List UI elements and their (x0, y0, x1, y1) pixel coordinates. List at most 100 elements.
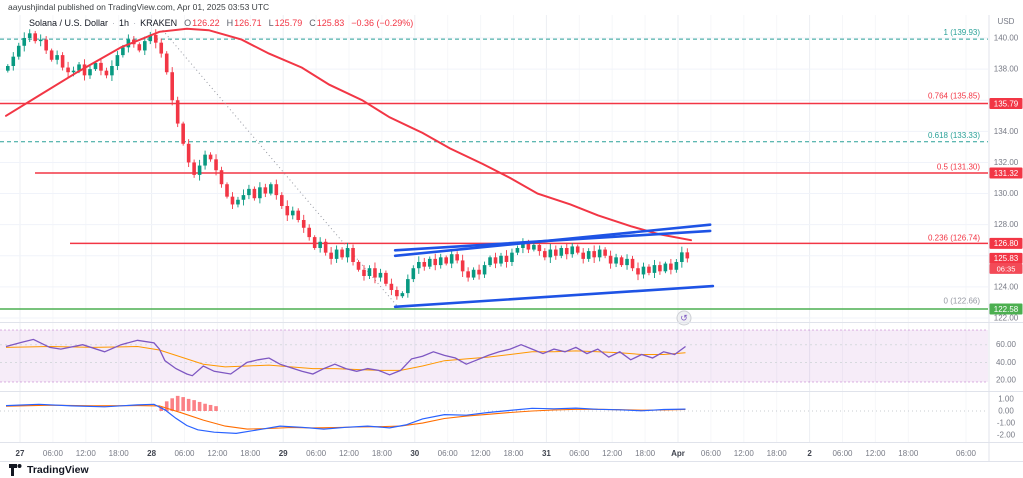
fib-anchor-dotted-line[interactable] (162, 29, 398, 306)
time-tick-label: 06:00 (438, 449, 459, 458)
candle (263, 187, 268, 194)
macd-histogram-bar (208, 404, 213, 411)
macd-histogram-bar (197, 401, 202, 411)
ma-curve-line[interactable] (5, 27, 692, 242)
candle (60, 55, 65, 68)
candle (641, 266, 646, 275)
candle (203, 154, 207, 166)
candle (148, 34, 153, 42)
low-label: L (268, 18, 274, 28)
candle (680, 252, 684, 262)
exchange-label: KRAKEN (140, 18, 178, 28)
price-badge-value: 131.32 (994, 169, 1019, 178)
price-tick-label: 134.00 (994, 127, 1019, 136)
candle (608, 255, 613, 264)
macd-tick-label: -1.00 (997, 419, 1016, 428)
candle (433, 258, 438, 266)
macd-tick-label: 0.00 (998, 407, 1014, 416)
close-value: 125.83 (316, 18, 345, 28)
candle (526, 243, 531, 250)
macd-tick-label: 1.00 (998, 394, 1014, 403)
candle (564, 247, 569, 255)
candle (378, 272, 383, 278)
candle (323, 241, 328, 253)
candle (66, 67, 70, 73)
candle (444, 257, 448, 264)
candle (241, 195, 246, 200)
trend-line[interactable] (393, 284, 715, 309)
candle (219, 170, 224, 185)
candle (143, 41, 147, 51)
time-tick-label: 30 (410, 449, 419, 458)
macd-histogram-bar (175, 395, 180, 411)
price-tick-label: 132.00 (994, 158, 1019, 167)
candle (334, 249, 339, 259)
candle (603, 249, 607, 256)
candle (597, 249, 602, 258)
candle (340, 249, 344, 258)
drawing-anchor-icon[interactable] (676, 310, 692, 326)
candle (422, 261, 427, 267)
time-tick-label: 12:00 (734, 449, 755, 458)
high-label: H (226, 18, 234, 28)
candle (77, 64, 81, 71)
candle (406, 279, 410, 294)
bar-countdown-badge (989, 263, 1023, 274)
candle (581, 252, 585, 259)
candle (466, 271, 470, 278)
fib-level-label: 0.236 (126.74) (928, 233, 980, 242)
legend-separator: · (112, 18, 116, 28)
candle (488, 257, 492, 266)
tradingview-brand[interactable]: TradingView (27, 464, 89, 476)
candle (362, 269, 366, 276)
bar-countdown-value: 06:35 (997, 264, 1016, 273)
candle (554, 249, 558, 256)
symbol-legend[interactable]: Solana / U.S. Dollar · 1h · KRAKEN O 126.… (29, 18, 413, 28)
macd-histogram-bar (192, 400, 196, 411)
time-tick-label: 06:00 (832, 449, 853, 458)
macd-histogram-bar (203, 403, 207, 411)
candle (192, 162, 196, 175)
candle (110, 65, 114, 76)
time-axis-scale[interactable] (0, 443, 1023, 462)
candle (504, 255, 509, 262)
trend-line[interactable] (393, 223, 712, 258)
candle (269, 184, 273, 194)
candle (471, 269, 476, 278)
time-tick-label: 06:00 (174, 449, 195, 458)
macd-histogram-bar (186, 398, 191, 411)
candle (575, 246, 580, 253)
candle (663, 263, 668, 272)
candle (356, 261, 361, 270)
candle (38, 39, 43, 42)
price-badge-value: 135.79 (994, 99, 1019, 108)
drawing-anchor-glyph: ↺ (680, 313, 688, 323)
fib-level-label: 0 (122.66) (944, 297, 981, 306)
price-badge (989, 303, 1023, 315)
price-badge (989, 237, 1023, 249)
candle (482, 265, 487, 275)
legend-separator: · (133, 18, 137, 28)
time-tick-label: 12:00 (339, 449, 360, 458)
fib-level-label: 0.5 (131.30) (937, 162, 980, 171)
candle (175, 100, 180, 124)
price-badge-value: 126.80 (994, 239, 1019, 248)
chart-canvas[interactable] (0, 15, 988, 443)
time-tick-label: 27 (16, 449, 25, 458)
candle (88, 69, 92, 76)
price-axis-scale[interactable] (989, 15, 1023, 443)
time-tick-label: Apr (671, 449, 685, 458)
symbol-title: Solana / U.S. Dollar (29, 18, 109, 28)
candle (274, 184, 279, 196)
candle (449, 254, 454, 264)
candle (592, 251, 596, 258)
candle (548, 249, 553, 258)
high-value: 126.71 (234, 18, 262, 28)
candle (16, 45, 21, 57)
candle (301, 219, 306, 228)
candle (186, 143, 191, 163)
candle (137, 44, 142, 51)
price-badge (989, 97, 1023, 109)
candle (521, 243, 525, 248)
